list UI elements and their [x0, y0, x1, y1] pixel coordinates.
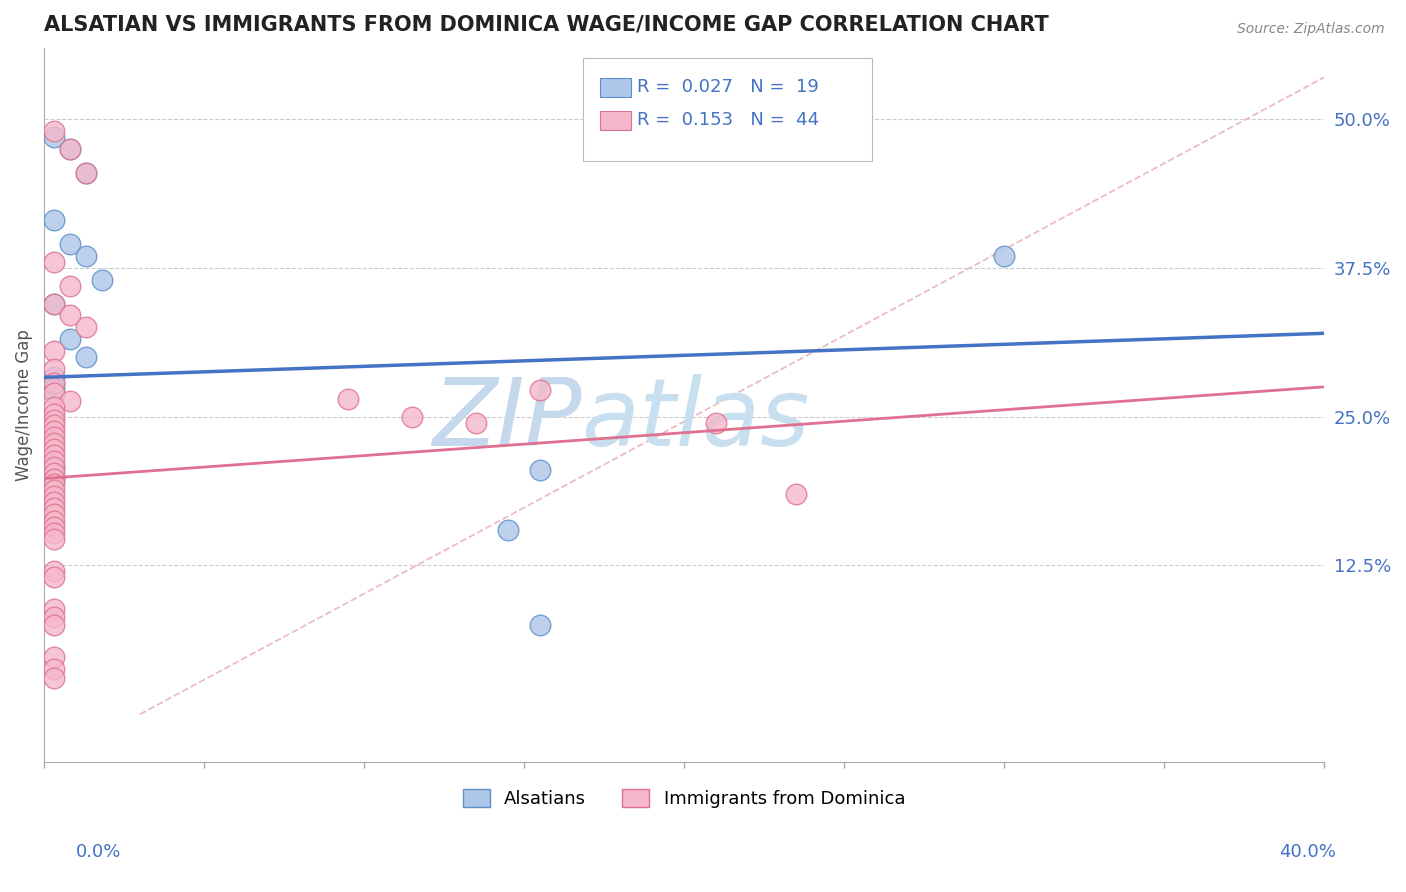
- Point: [42, 213, 65, 227]
- Text: 40.0%: 40.0%: [1279, 843, 1336, 861]
- Point: [75, 166, 97, 180]
- Point: [42, 407, 65, 421]
- Point: [42, 466, 65, 480]
- Point: [42, 650, 65, 665]
- Point: [337, 392, 360, 406]
- Point: [59, 394, 82, 409]
- Point: [42, 672, 65, 686]
- Point: [59, 237, 82, 252]
- Point: [42, 377, 65, 392]
- Point: [465, 416, 488, 430]
- Text: ALSATIAN VS IMMIGRANTS FROM DOMINICA WAGE/INCOME GAP CORRELATION CHART: ALSATIAN VS IMMIGRANTS FROM DOMINICA WAG…: [44, 15, 1049, 35]
- Text: atlas: atlas: [582, 374, 810, 465]
- Point: [42, 532, 65, 546]
- Point: [59, 142, 82, 156]
- Point: [42, 130, 65, 145]
- Point: [42, 344, 65, 359]
- Point: [59, 278, 82, 293]
- Text: 0.0%: 0.0%: [76, 843, 121, 861]
- Point: [42, 296, 65, 310]
- Point: [42, 489, 65, 503]
- Point: [42, 460, 65, 475]
- Point: [42, 565, 65, 579]
- Y-axis label: Wage/Income Gap: Wage/Income Gap: [15, 329, 32, 481]
- Point: [42, 424, 65, 438]
- Point: [42, 477, 65, 491]
- Point: [59, 142, 82, 156]
- Point: [42, 526, 65, 541]
- Point: [42, 618, 65, 632]
- Point: [42, 400, 65, 414]
- Point: [59, 332, 82, 346]
- Point: [42, 453, 65, 467]
- Point: [42, 602, 65, 616]
- Point: [42, 362, 65, 376]
- Point: [42, 609, 65, 624]
- Point: [529, 618, 551, 632]
- Text: Source: ZipAtlas.com: Source: ZipAtlas.com: [1237, 22, 1385, 37]
- Text: R =  0.153   N =  44: R = 0.153 N = 44: [637, 112, 820, 129]
- Point: [42, 385, 65, 400]
- Point: [42, 520, 65, 534]
- Point: [42, 376, 65, 391]
- Point: [75, 166, 97, 180]
- Legend: Alsatians, Immigrants from Dominica: Alsatians, Immigrants from Dominica: [454, 780, 914, 817]
- Point: [42, 662, 65, 676]
- Point: [42, 296, 65, 310]
- Point: [993, 249, 1015, 263]
- Point: [496, 523, 519, 537]
- Point: [42, 483, 65, 498]
- Point: [42, 255, 65, 269]
- Point: [42, 570, 65, 584]
- Point: [42, 430, 65, 444]
- Point: [42, 417, 65, 432]
- Point: [42, 459, 65, 474]
- Point: [42, 435, 65, 450]
- Point: [401, 409, 423, 424]
- Text: ZIP: ZIP: [432, 374, 582, 465]
- Point: [42, 514, 65, 528]
- Point: [42, 495, 65, 509]
- Point: [90, 273, 112, 287]
- Point: [42, 501, 65, 516]
- Point: [75, 320, 97, 334]
- Text: R =  0.027   N =  19: R = 0.027 N = 19: [637, 78, 818, 96]
- Point: [42, 471, 65, 485]
- Point: [75, 350, 97, 364]
- Point: [529, 384, 551, 398]
- Point: [42, 507, 65, 521]
- Point: [42, 413, 65, 427]
- Point: [42, 124, 65, 138]
- Point: [42, 370, 65, 384]
- Point: [59, 309, 82, 323]
- Point: [42, 382, 65, 396]
- Point: [42, 448, 65, 462]
- Point: [75, 249, 97, 263]
- Point: [42, 442, 65, 456]
- Point: [42, 471, 65, 485]
- Point: [785, 487, 807, 501]
- Point: [704, 416, 727, 430]
- Point: [529, 463, 551, 477]
